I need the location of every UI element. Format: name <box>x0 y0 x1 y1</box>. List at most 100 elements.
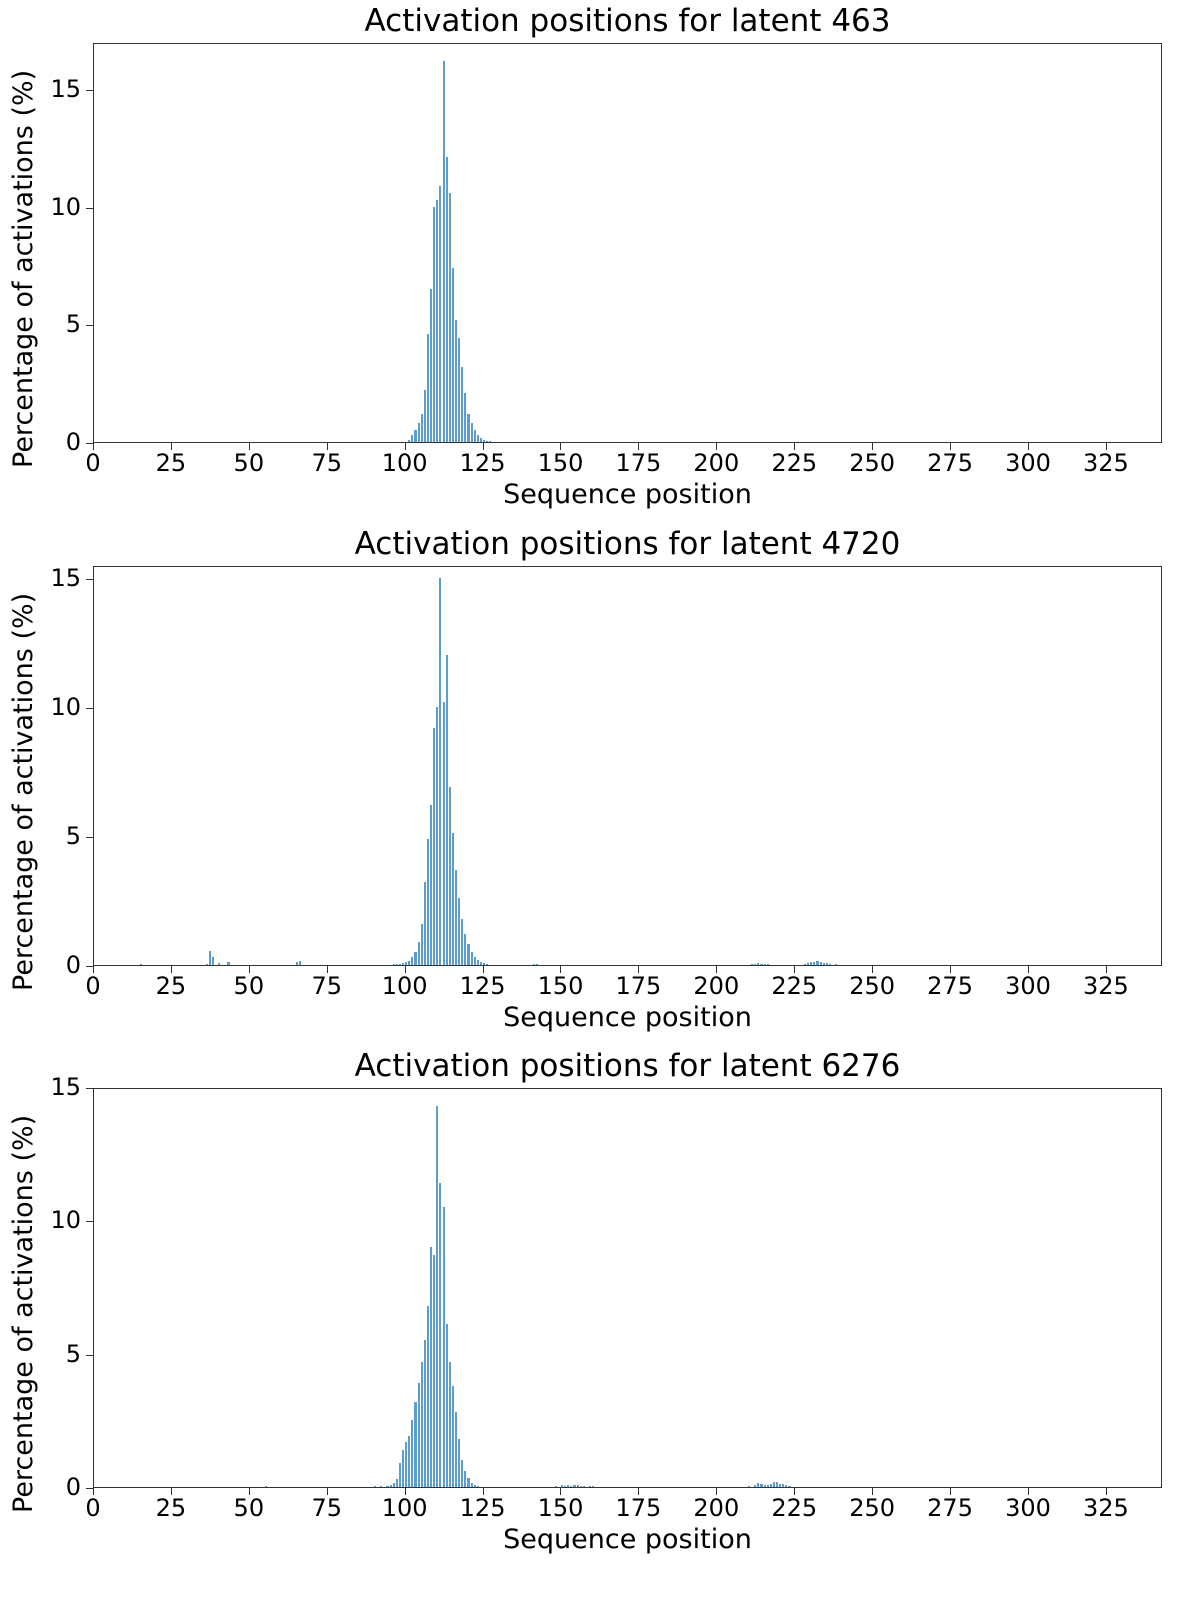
x-tick-mark <box>794 966 796 973</box>
bar <box>756 963 760 965</box>
bar <box>834 963 838 965</box>
bar <box>457 338 461 442</box>
bar <box>419 923 423 965</box>
y-tick-mark <box>86 578 93 580</box>
bar <box>413 430 417 442</box>
y-axis-label: Percentage of activations (%) <box>8 592 39 991</box>
y-tick-mark <box>86 707 93 709</box>
bar <box>478 962 482 965</box>
x-tick-label: 125 <box>459 1494 506 1522</box>
chart-title: Activation positions for latent 4720 <box>354 526 901 562</box>
bar <box>444 157 448 442</box>
bar <box>413 1401 417 1487</box>
y-tick-label: 15 <box>50 563 81 592</box>
y-tick-label: 10 <box>50 1206 81 1235</box>
bar <box>441 60 445 442</box>
bar <box>463 934 467 965</box>
x-tick-mark <box>1105 966 1107 973</box>
bar <box>756 1483 760 1487</box>
bar <box>482 963 486 965</box>
bar <box>210 957 214 965</box>
x-tick-mark <box>93 443 94 450</box>
bar <box>419 413 423 442</box>
y-tick-label: 0 <box>65 1473 81 1501</box>
bar <box>821 962 825 965</box>
x-tick-label: 150 <box>537 1494 584 1522</box>
bar <box>774 1482 779 1487</box>
bar <box>139 963 143 965</box>
y-tick-label: 5 <box>65 821 81 850</box>
x-tick-mark <box>170 443 172 450</box>
bar <box>444 655 448 965</box>
bar <box>407 439 411 442</box>
bar <box>765 1484 769 1487</box>
bar <box>768 1484 772 1487</box>
x-tick-mark <box>872 966 874 973</box>
x-axis-label: Sequence position <box>503 479 752 510</box>
x-tick-label: 150 <box>537 449 584 477</box>
bar <box>460 918 464 965</box>
bar <box>429 1247 433 1487</box>
bar <box>379 1485 383 1487</box>
x-tick-mark <box>560 443 562 450</box>
x-tick-mark <box>326 966 328 973</box>
bar <box>404 1441 408 1487</box>
x-tick-label: 50 <box>233 449 265 477</box>
bar <box>435 199 439 442</box>
bar <box>441 701 445 965</box>
bar <box>394 963 398 965</box>
x-tick-mark <box>404 1488 406 1495</box>
bar <box>388 1484 392 1487</box>
bar <box>457 897 461 965</box>
x-axis-label: Sequence position <box>503 1002 752 1033</box>
x-tick-label: 275 <box>927 1494 973 1522</box>
bar <box>818 961 822 965</box>
bar <box>566 1485 570 1487</box>
bar <box>563 1485 567 1487</box>
bar <box>422 1340 426 1487</box>
plot-area <box>93 43 1162 443</box>
x-tick-mark <box>950 1488 952 1495</box>
bar <box>469 952 473 965</box>
bar <box>469 1483 473 1487</box>
x-tick-label: 150 <box>537 972 584 1000</box>
y-tick-mark <box>86 1088 93 1089</box>
bar <box>422 390 426 442</box>
bar <box>450 1385 454 1487</box>
x-tick-label: 275 <box>927 449 973 477</box>
x-tick-mark <box>638 443 640 450</box>
bar <box>400 1449 405 1487</box>
x-tick-mark <box>1105 1488 1107 1495</box>
x-tick-mark <box>248 443 250 450</box>
x-tick-label: 100 <box>381 449 428 477</box>
bar <box>771 1481 775 1487</box>
bar <box>207 950 211 965</box>
x-tick-label: 100 <box>381 1494 428 1522</box>
bar <box>569 1485 573 1487</box>
x-tick-label: 250 <box>849 972 896 1000</box>
y-tick-mark <box>86 443 93 444</box>
x-tick-label: 300 <box>1005 449 1051 477</box>
x-tick-label: 200 <box>693 1494 740 1522</box>
x-tick-mark <box>716 966 718 973</box>
y-tick-mark <box>86 207 93 209</box>
bar <box>416 941 420 965</box>
bar <box>753 963 757 965</box>
x-tick-mark <box>794 1488 796 1495</box>
bar <box>778 1483 782 1487</box>
bar <box>453 869 458 965</box>
bar <box>410 1420 414 1487</box>
bar <box>447 192 451 442</box>
bar <box>572 1485 576 1487</box>
bar <box>453 1412 458 1487</box>
x-tick-label: 125 <box>459 449 506 477</box>
bar <box>784 1485 788 1487</box>
x-tick-label: 325 <box>1082 972 1129 1000</box>
bar <box>559 1484 564 1487</box>
x-tick-mark <box>93 1488 94 1495</box>
x-tick-label: 100 <box>381 972 428 1000</box>
x-tick-mark <box>248 1488 250 1495</box>
x-tick-mark <box>638 1488 640 1495</box>
bar <box>460 366 464 442</box>
x-axis-label: Sequence position <box>503 1524 752 1555</box>
